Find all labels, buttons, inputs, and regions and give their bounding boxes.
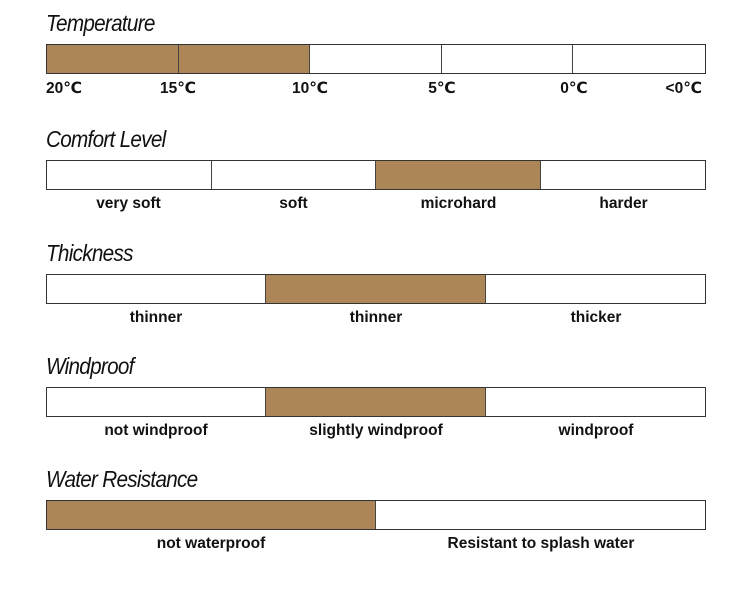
temperature-segment-5-empty — [573, 45, 705, 73]
temperature-bar — [46, 44, 706, 74]
comfort-segment-4-empty — [541, 161, 706, 189]
temperature-segment-1-filled — [47, 45, 179, 73]
temperature-label: 15℃ — [159, 80, 197, 97]
windproof-segment-1-empty — [47, 388, 267, 416]
temperature-label: 0℃ — [560, 80, 588, 97]
temperature-section: Temperature 20℃ 15℃ 10℃ 5℃ 0℃ <0℃ — [46, 8, 706, 101]
comfort-label: soft — [279, 195, 308, 212]
temperature-title: Temperature — [46, 10, 155, 36]
windproof-label: not windproof — [104, 422, 208, 439]
thickness-label: thinner — [349, 309, 403, 326]
water-section: Water Resistance not waterproof Resistant … — [46, 464, 706, 557]
comfort-bar — [46, 160, 706, 190]
windproof-section: Windproof not windproof slightly windproof… — [46, 351, 706, 444]
comfort-label: microhard — [420, 195, 497, 212]
water-labels: not waterproof Resistant to splash water — [46, 535, 706, 557]
windproof-bar — [46, 387, 706, 417]
thickness-segment-1-empty — [47, 275, 267, 303]
windproof-title: Windproof — [46, 353, 134, 379]
thickness-labels: thinner thinner thicker — [46, 309, 706, 331]
water-label: Resistant to splash water — [447, 535, 635, 552]
thickness-segment-3-empty — [486, 275, 705, 303]
thickness-title: Thickness — [46, 240, 133, 266]
temperature-segment-3-empty — [310, 45, 442, 73]
thickness-label: thicker — [570, 309, 622, 326]
water-segment-2-empty — [376, 501, 705, 529]
comfort-segment-3-filled — [376, 161, 541, 189]
water-bar — [46, 500, 706, 530]
windproof-segment-3-empty — [486, 388, 705, 416]
temperature-segment-4-empty — [442, 45, 574, 73]
temperature-segment-2-filled — [178, 45, 311, 73]
comfort-label: very soft — [96, 195, 161, 212]
comfort-section: Comfort Level very soft soft microhard harde… — [46, 124, 706, 217]
thickness-label: thinner — [129, 309, 183, 326]
temperature-label: 20℃ — [46, 80, 83, 97]
thickness-segment-2-filled — [266, 275, 486, 303]
thickness-section: Thickness thinner thinner thicker — [46, 238, 706, 331]
thickness-bar — [46, 274, 706, 304]
comfort-title: Comfort Level — [46, 126, 166, 152]
water-segment-1-filled — [47, 501, 376, 529]
comfort-segment-1-empty — [47, 161, 212, 189]
water-label: not waterproof — [156, 535, 266, 552]
windproof-labels: not windproof slightly windproof windproof — [46, 422, 706, 444]
temperature-labels: 20℃ 15℃ 10℃ 5℃ 0℃ <0℃ — [46, 79, 706, 101]
temperature-label: <0℃ — [665, 80, 702, 97]
comfort-segment-2-empty — [212, 161, 376, 189]
comfort-label: harder — [599, 195, 648, 212]
windproof-label: slightly windproof — [309, 422, 443, 439]
water-title: Water Resistance — [46, 466, 198, 492]
comfort-labels: very soft soft microhard harder — [46, 195, 706, 217]
windproof-segment-2-filled — [266, 388, 486, 416]
temperature-label: 10℃ — [291, 80, 329, 97]
windproof-label: windproof — [558, 422, 634, 439]
temperature-label: 5℃ — [428, 80, 456, 97]
